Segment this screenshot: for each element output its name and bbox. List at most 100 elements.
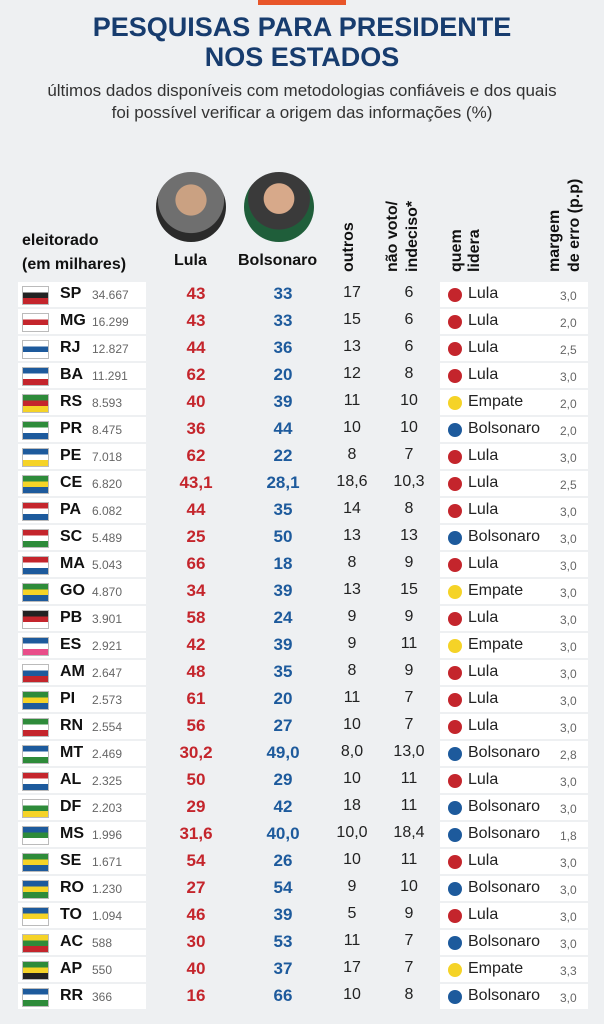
- state-code: AL: [60, 771, 82, 788]
- state-flag-icon: [22, 718, 49, 737]
- bolsonaro-value: 20: [273, 365, 293, 384]
- subtitle-line-1: últimos dados disponíveis com metodologi…: [47, 81, 557, 100]
- state-flag-icon: [22, 691, 49, 710]
- bolsonaro-value: 35: [273, 662, 293, 681]
- margem-value: 3,0: [560, 991, 577, 1005]
- margem-value: 3,0: [560, 883, 577, 897]
- nao-voto-value: 10: [400, 392, 418, 409]
- leader-dot-icon: [448, 774, 462, 788]
- table-row: PI 2.573 61 20 11 7 Lula 3,0: [0, 686, 604, 713]
- subtitle-line-2: foi possível verificar a origem das info…: [111, 103, 493, 122]
- state-flag-icon: [22, 421, 49, 440]
- lula-value: 66: [186, 554, 206, 573]
- bolsonaro-value: 53: [273, 932, 293, 951]
- bolsonaro-value: 44: [273, 419, 293, 438]
- eleitorado-value: 1.230: [92, 882, 123, 896]
- lula-value: 46: [186, 905, 206, 924]
- leader-dot-icon: [448, 855, 462, 869]
- lula-value: 44: [186, 500, 206, 519]
- header-eleitorado: eleitorado: [22, 232, 99, 249]
- header-bolsonaro: Bolsonaro: [238, 252, 318, 269]
- lula-value: 16: [186, 986, 206, 1005]
- margem-value: 3,0: [560, 802, 577, 816]
- state-code: CE: [60, 474, 83, 491]
- outros-value: 11: [343, 392, 361, 409]
- row-right-panel: [440, 876, 588, 901]
- nao-voto-value: 15: [400, 581, 418, 598]
- header-nao-voto: não voto/: [384, 201, 402, 272]
- leader-label: Empate: [468, 960, 524, 977]
- outros-value: 17: [343, 284, 361, 301]
- state-flag-icon: [22, 529, 49, 548]
- nao-voto-value: 7: [404, 932, 414, 949]
- table-row: MA 5.043 66 18 8 9 Lula 3,0: [0, 551, 604, 578]
- margem-value: 3,0: [560, 856, 577, 870]
- leader-label: Lula: [468, 339, 499, 356]
- lula-value: 42: [186, 635, 206, 654]
- eleitorado-value: 1.094: [92, 909, 123, 923]
- state-flag-icon: [22, 394, 49, 413]
- nao-voto-value: 9: [404, 608, 414, 625]
- eleitorado-value: 12.827: [92, 342, 129, 356]
- row-right-panel: [440, 444, 588, 469]
- table-row: RN 2.554 56 27 10 7 Lula 3,0: [0, 713, 604, 740]
- table-row: AM 2.647 48 35 8 9 Lula 3,0: [0, 659, 604, 686]
- state-flag-icon: [22, 448, 49, 467]
- eleitorado-value: 8.593: [92, 396, 123, 410]
- table-row: MS 1.996 31,6 40,0 10,0 18,4 Bolsonaro 1,8: [0, 821, 604, 848]
- leader-label: Lula: [468, 447, 499, 464]
- bolsonaro-value: 54: [273, 878, 293, 897]
- nao-voto-value: 7: [404, 446, 414, 463]
- margem-value: 2,8: [560, 748, 577, 762]
- nao-voto-value: 13,0: [393, 743, 425, 760]
- bolsonaro-value: 24: [273, 608, 293, 627]
- nao-voto-value: 7: [404, 689, 414, 706]
- nao-voto-value: 6: [404, 284, 414, 301]
- leader-dot-icon: [448, 612, 462, 626]
- margem-value: 3,0: [560, 505, 577, 519]
- leader-dot-icon: [448, 990, 462, 1004]
- table-row: TO 1.094 46 39 5 9 Lula 3,0: [0, 902, 604, 929]
- state-code: SE: [60, 852, 82, 869]
- margem-value: 2,0: [560, 316, 577, 330]
- row-right-panel: [440, 471, 588, 496]
- row-right-panel: [440, 633, 588, 658]
- leader-label: Bolsonaro: [468, 933, 541, 950]
- bolsonaro-value: 35: [273, 500, 293, 519]
- row-right-panel: [440, 822, 588, 847]
- state-code: MS: [60, 825, 84, 842]
- title-line-2: NOS ESTADOS: [204, 42, 400, 72]
- table-row: MT 2.469 30,2 49,0 8,0 13,0 Bolsonaro 2,8: [0, 740, 604, 767]
- eleitorado-value: 4.870: [92, 585, 123, 599]
- leader-label: Bolsonaro: [468, 528, 541, 545]
- leader-dot-icon: [448, 828, 462, 842]
- nao-voto-value: 10,3: [393, 473, 425, 490]
- state-code: ES: [60, 636, 82, 653]
- margem-value: 3,0: [560, 370, 577, 384]
- leader-dot-icon: [448, 342, 462, 356]
- state-flag-icon: [22, 934, 49, 953]
- outros-value: 13: [343, 581, 361, 598]
- eleitorado-value: 1.996: [92, 828, 123, 842]
- margem-value: 3,3: [560, 964, 577, 978]
- row-right-panel: [440, 795, 588, 820]
- lula-value: 43: [186, 311, 206, 330]
- bolsonaro-value: 50: [273, 527, 293, 546]
- leader-dot-icon: [448, 531, 462, 545]
- row-right-panel: [440, 525, 588, 550]
- table-row: PA 6.082 44 35 14 8 Lula 3,0: [0, 497, 604, 524]
- row-right-panel: [440, 741, 588, 766]
- leader-label: Bolsonaro: [468, 825, 541, 842]
- nao-voto-value: 9: [404, 662, 414, 679]
- lula-value: 40: [186, 959, 206, 978]
- lula-value: 31,6: [179, 824, 213, 843]
- leader-label: Bolsonaro: [468, 798, 541, 815]
- margem-value: 3,0: [560, 910, 577, 924]
- eleitorado-value: 16.299: [92, 315, 129, 329]
- leader-label: Lula: [468, 690, 499, 707]
- outros-value: 10: [343, 770, 361, 787]
- leader-dot-icon: [448, 720, 462, 734]
- page-subtitle: últimos dados disponíveis com metodologi…: [0, 80, 604, 124]
- table-row: GO 4.870 34 39 13 15 Empate 3,0: [0, 578, 604, 605]
- state-code: GO: [60, 582, 85, 599]
